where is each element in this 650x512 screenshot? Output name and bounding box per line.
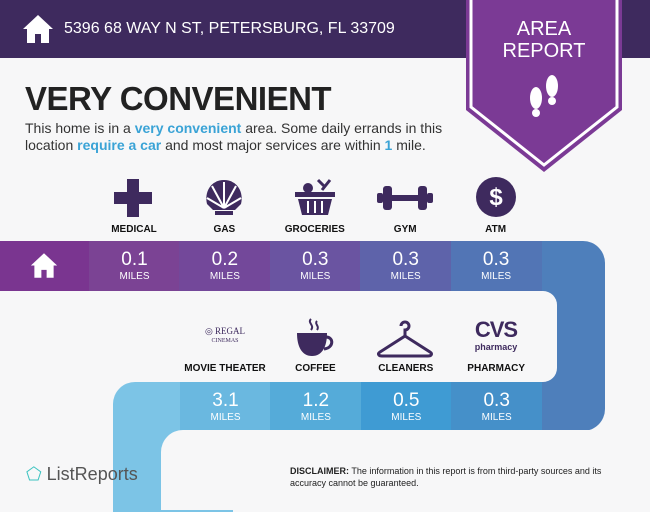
- home-icon: [23, 15, 53, 43]
- category-label: MEDICAL: [111, 224, 157, 235]
- distance-unit: MILES: [391, 412, 422, 423]
- distance-cell-medical: 0.1 MILES: [89, 241, 180, 291]
- distance-value: 0.2: [211, 249, 239, 270]
- hanger-icon: [377, 320, 433, 358]
- home-icon: [30, 253, 58, 278]
- distance-unit: MILES: [209, 271, 240, 282]
- distance-unit: MILES: [210, 412, 241, 423]
- distance-value: 0.1: [121, 249, 148, 270]
- distance-unit: MILES: [481, 271, 512, 282]
- row-gap: [0, 291, 557, 382]
- dollar-icon: $: [476, 177, 516, 217]
- category-label: PHARMACY: [467, 363, 526, 374]
- footprints-icon: [530, 75, 558, 117]
- medical-cross-icon: [114, 179, 152, 217]
- disclaimer: DISCLAIMER: The information in this repo…: [290, 466, 602, 488]
- basket-icon: [295, 178, 335, 215]
- summary-text: This home is in a very convenient area. …: [25, 120, 443, 153]
- distance-value: 0.3: [483, 390, 510, 411]
- distance-unit: MILES: [481, 412, 512, 423]
- distance-value: 0.5: [393, 390, 420, 411]
- distance-value: 3.1: [212, 390, 239, 411]
- distance-unit: MILES: [300, 271, 331, 282]
- distance-cell-coffee: 1.2 MILES: [270, 382, 362, 430]
- distance-unit: MILES: [390, 271, 421, 282]
- listreports-logo-icon: ⬠: [26, 464, 42, 484]
- coffee-cup-icon: [297, 318, 334, 356]
- distance-cell-gym: 0.3 MILES: [360, 241, 452, 291]
- cvs-pharmacy-logo: CVS pharmacy: [474, 317, 518, 353]
- distance-value: 1.2: [302, 390, 330, 411]
- distance-cell-cleaners: 0.5 MILES: [360, 382, 452, 430]
- distance-value: 0.3: [482, 249, 510, 270]
- distance-cell-pharmacy: 0.3 MILES: [451, 382, 543, 430]
- distance-cell-groceries: 0.3 MILES: [269, 241, 361, 291]
- distance-value: 0.3: [302, 249, 329, 270]
- badge-line2: REPORT: [502, 40, 586, 62]
- category-label: GYM: [393, 224, 417, 235]
- distance-unit: MILES: [300, 412, 331, 423]
- svg-text:$: $: [489, 184, 503, 211]
- distance-cell-atm: 0.3 MILES: [450, 241, 542, 291]
- category-label: CLEANERS: [378, 363, 434, 374]
- distance-cell-gas: 0.2 MILES: [179, 241, 271, 291]
- property-address: 5396 68 WAY N ST, PETERSBURG, FL 33709: [64, 20, 395, 37]
- regal-cinemas-logo: ◎ REGAL CINEMAS: [204, 326, 246, 345]
- category-label: GROCERIES: [284, 224, 345, 235]
- badge-line1: AREA: [516, 18, 572, 40]
- home-cell: [0, 241, 89, 291]
- listreports-logo: ⬠ ListReports: [26, 464, 138, 484]
- category-label: MOVIE THEATER: [184, 363, 266, 374]
- category-label: GAS: [213, 224, 236, 235]
- distance-cell-movie-theater: 3.1 MILES: [180, 382, 271, 430]
- page-title: VERY CONVENIENT: [25, 80, 332, 117]
- dumbbell-icon: [377, 186, 433, 210]
- distance-value: 0.3: [392, 249, 419, 270]
- category-label: COFFEE: [295, 363, 336, 374]
- distance-unit: MILES: [119, 271, 150, 282]
- area-report-badge: [466, 0, 622, 172]
- shell-icon: [206, 180, 242, 215]
- path-inner-cutout: [161, 430, 641, 510]
- category-label: ATM: [485, 224, 507, 235]
